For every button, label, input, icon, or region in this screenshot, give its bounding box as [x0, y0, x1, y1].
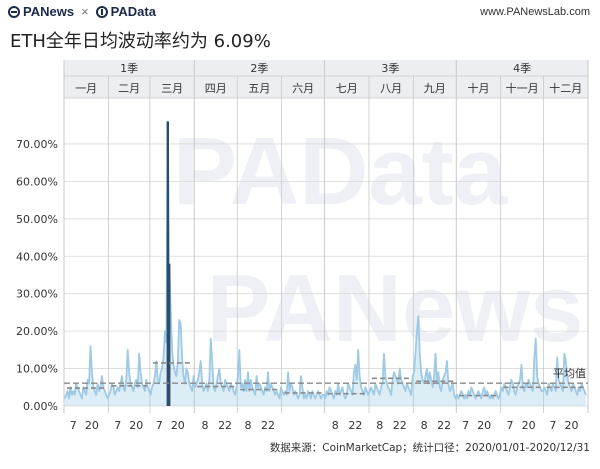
x-tick-label: 7	[462, 419, 469, 432]
month-label: 三月	[161, 82, 183, 95]
volatility-chart: PAData PANews 0.00% 10.00% 20.00% 30.00% 40.00…	[16, 60, 589, 432]
panews-logo-icon	[8, 5, 20, 18]
average-label: 平均值	[553, 367, 586, 380]
brand-padata: PAData	[110, 4, 156, 19]
month-label: 四月	[205, 82, 227, 95]
month-label: 九月	[424, 82, 446, 95]
month-label: 八月	[380, 82, 402, 95]
x-tick-label: 7	[70, 419, 77, 432]
padata-logo-icon	[95, 5, 108, 18]
y-tick-label: 40.00%	[16, 250, 58, 263]
y-tick-label: 50.00%	[16, 213, 58, 226]
x-tick-label: 22	[393, 419, 407, 432]
month-label: 一月	[75, 82, 97, 95]
top-bar: PANews × PAData www.PANewsLab.com	[0, 0, 600, 24]
site-url: www.PANewsLab.com	[480, 6, 590, 18]
x-tick-label: 20	[85, 419, 99, 432]
y-tick-label: 10.00%	[16, 363, 58, 376]
x-tick-label: 20	[477, 419, 491, 432]
x-tick-label: 8	[332, 419, 339, 432]
y-tick-label: 60.00%	[16, 175, 58, 188]
brand-separator: ×	[81, 4, 89, 19]
y-tick-label: 30.00%	[16, 288, 58, 301]
chart-title: ETH全年日均波动率约为 6.09%	[10, 31, 271, 52]
x-tick-label: 20	[565, 419, 579, 432]
month-label: 十一月	[506, 81, 539, 95]
month-label: 五月	[248, 82, 270, 95]
quarter-label: 4季	[513, 62, 531, 75]
x-tick-label: 22	[218, 419, 232, 432]
month-label: 二月	[118, 82, 140, 95]
quarter-label: 2季	[250, 62, 268, 75]
x-tick-label: 8	[421, 419, 428, 432]
brand-panews: PANews	[23, 4, 75, 19]
x-tick-label: 8	[244, 419, 251, 432]
volatility-line	[63, 120, 587, 400]
y-tick-label: 70.00%	[16, 138, 58, 151]
data-source: 数据来源：CoinMarketCap；统计口径：2020/01/01-2020/…	[269, 442, 590, 454]
x-tick-label: 7	[156, 419, 163, 432]
quarter-label: 1季	[120, 62, 138, 75]
watermark-padata: PAData	[173, 118, 508, 225]
x-tick-label: 7	[114, 419, 121, 432]
x-tick-label: 7	[506, 419, 513, 432]
x-tick-label: 20	[522, 419, 536, 432]
x-tick-label: 22	[261, 419, 275, 432]
brand: PANews × PAData	[8, 4, 156, 19]
quarter-label: 3季	[381, 62, 399, 75]
month-label: 十二月	[549, 81, 582, 95]
x-tick-label: 22	[437, 419, 451, 432]
x-tick-label: 8	[202, 419, 209, 432]
month-label: 七月	[336, 82, 358, 95]
x-tick-label: 7	[549, 419, 556, 432]
month-label: 十月	[467, 81, 489, 95]
y-tick-label: 0.00%	[23, 400, 58, 413]
x-tick-label: 22	[348, 419, 362, 432]
x-tick-label: 20	[171, 419, 185, 432]
month-label: 六月	[292, 82, 314, 95]
watermark-panews: PANews	[206, 255, 583, 362]
x-tick-label: 20	[129, 419, 143, 432]
y-tick-label: 20.00%	[16, 325, 58, 338]
x-tick-label: 8	[376, 419, 383, 432]
